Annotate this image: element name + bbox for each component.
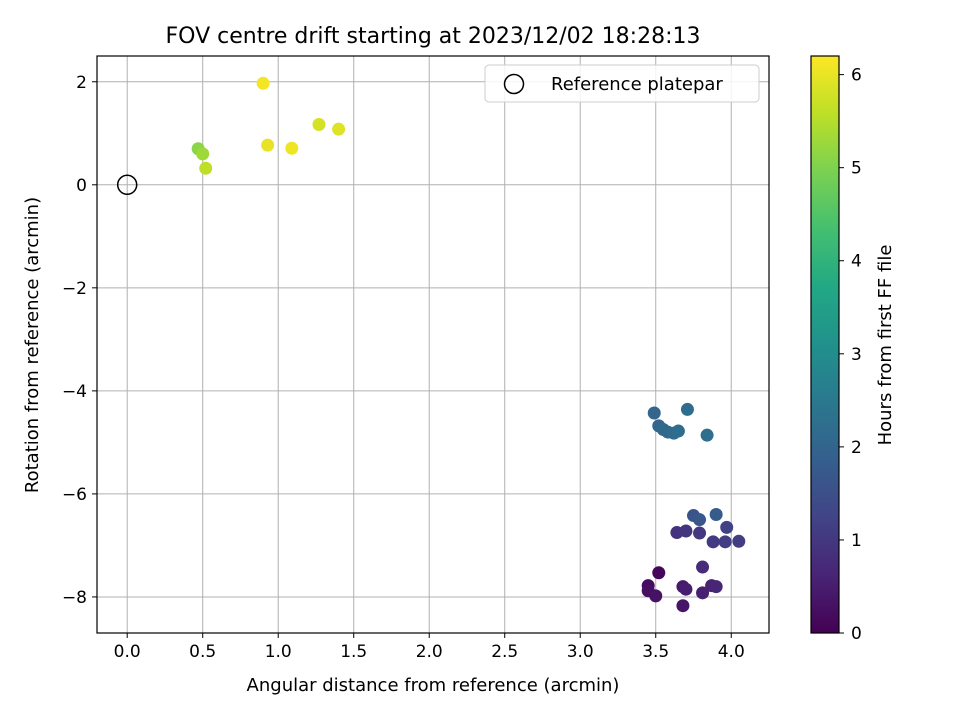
x-tick-label: 1.5 (340, 642, 367, 662)
data-point (696, 560, 710, 574)
data-point (679, 524, 693, 538)
legend-marker-reference (503, 73, 525, 95)
x-tick-label: 0.5 (189, 642, 216, 662)
y-tick-label: −4 (62, 382, 87, 402)
colorbar-ticks: 0 1 2 3 4 5 6 (839, 66, 862, 644)
data-point (196, 147, 210, 161)
data-point (647, 406, 661, 420)
data-point (720, 520, 734, 534)
legend-box (484, 64, 760, 103)
data-point (649, 589, 663, 603)
colorbar-tick-label: 0 (851, 624, 862, 644)
colorbar-tick-label: 4 (851, 252, 862, 272)
scatter-points (191, 76, 746, 613)
data-point (332, 122, 346, 136)
x-tick-label: 4.0 (718, 642, 745, 662)
data-point (285, 141, 299, 155)
reference-platepar-point (116, 174, 138, 196)
colorbar-tick-label: 2 (851, 438, 862, 458)
data-point (676, 599, 690, 613)
x-tick-label: 1.0 (265, 642, 292, 662)
reference-layer (116, 174, 138, 196)
data-point (709, 580, 723, 594)
legend: Reference platepar (484, 64, 760, 103)
x-tick-label: 3.0 (567, 642, 594, 662)
x-tick-label: 3.5 (642, 642, 669, 662)
data-point (652, 566, 666, 580)
data-point (671, 424, 685, 438)
data-point (261, 138, 275, 152)
grid-lines (97, 56, 769, 633)
y-tick-label: −6 (62, 485, 87, 505)
x-tick-label: 2.5 (491, 642, 518, 662)
chart-title: FOV centre drift starting at 2023/12/02 … (166, 24, 701, 49)
data-point (706, 535, 720, 549)
colorbar-tick-label: 6 (851, 66, 862, 86)
x-tick-label: 2.0 (416, 642, 443, 662)
axis-ticks: 0.0 0.5 1.0 1.5 2.0 2.5 3.0 3.5 4.0 2 0 −2 −4 −6 −8 (62, 73, 745, 662)
data-point (718, 535, 732, 549)
data-point (709, 508, 723, 522)
y-tick-label: 0 (76, 176, 87, 196)
data-point (256, 76, 270, 90)
data-point (312, 118, 326, 132)
data-point (732, 534, 746, 548)
x-tick-label: 0.0 (114, 642, 141, 662)
data-point (693, 513, 707, 527)
plot-frame (96, 55, 770, 634)
data-point (680, 402, 694, 416)
y-tick-label: 2 (76, 73, 87, 93)
data-point (679, 582, 693, 596)
y-axis-label: Rotation from reference (arcmin) (22, 197, 43, 493)
x-axis-label: Angular distance from reference (arcmin) (247, 675, 620, 696)
colorbar-tick-label: 3 (851, 345, 862, 365)
colorbar (810, 55, 840, 634)
data-point (199, 161, 213, 175)
colorbar-tick-label: 5 (851, 159, 862, 179)
colorbar-label: Hours from first FF file (875, 245, 896, 446)
data-point (696, 586, 710, 600)
y-tick-label: −2 (62, 279, 87, 299)
legend-label-reference: Reference platepar (551, 74, 723, 95)
data-point (693, 526, 707, 540)
y-tick-label: −8 (62, 588, 87, 608)
data-point (700, 428, 714, 442)
colorbar-tick-label: 1 (851, 531, 862, 551)
